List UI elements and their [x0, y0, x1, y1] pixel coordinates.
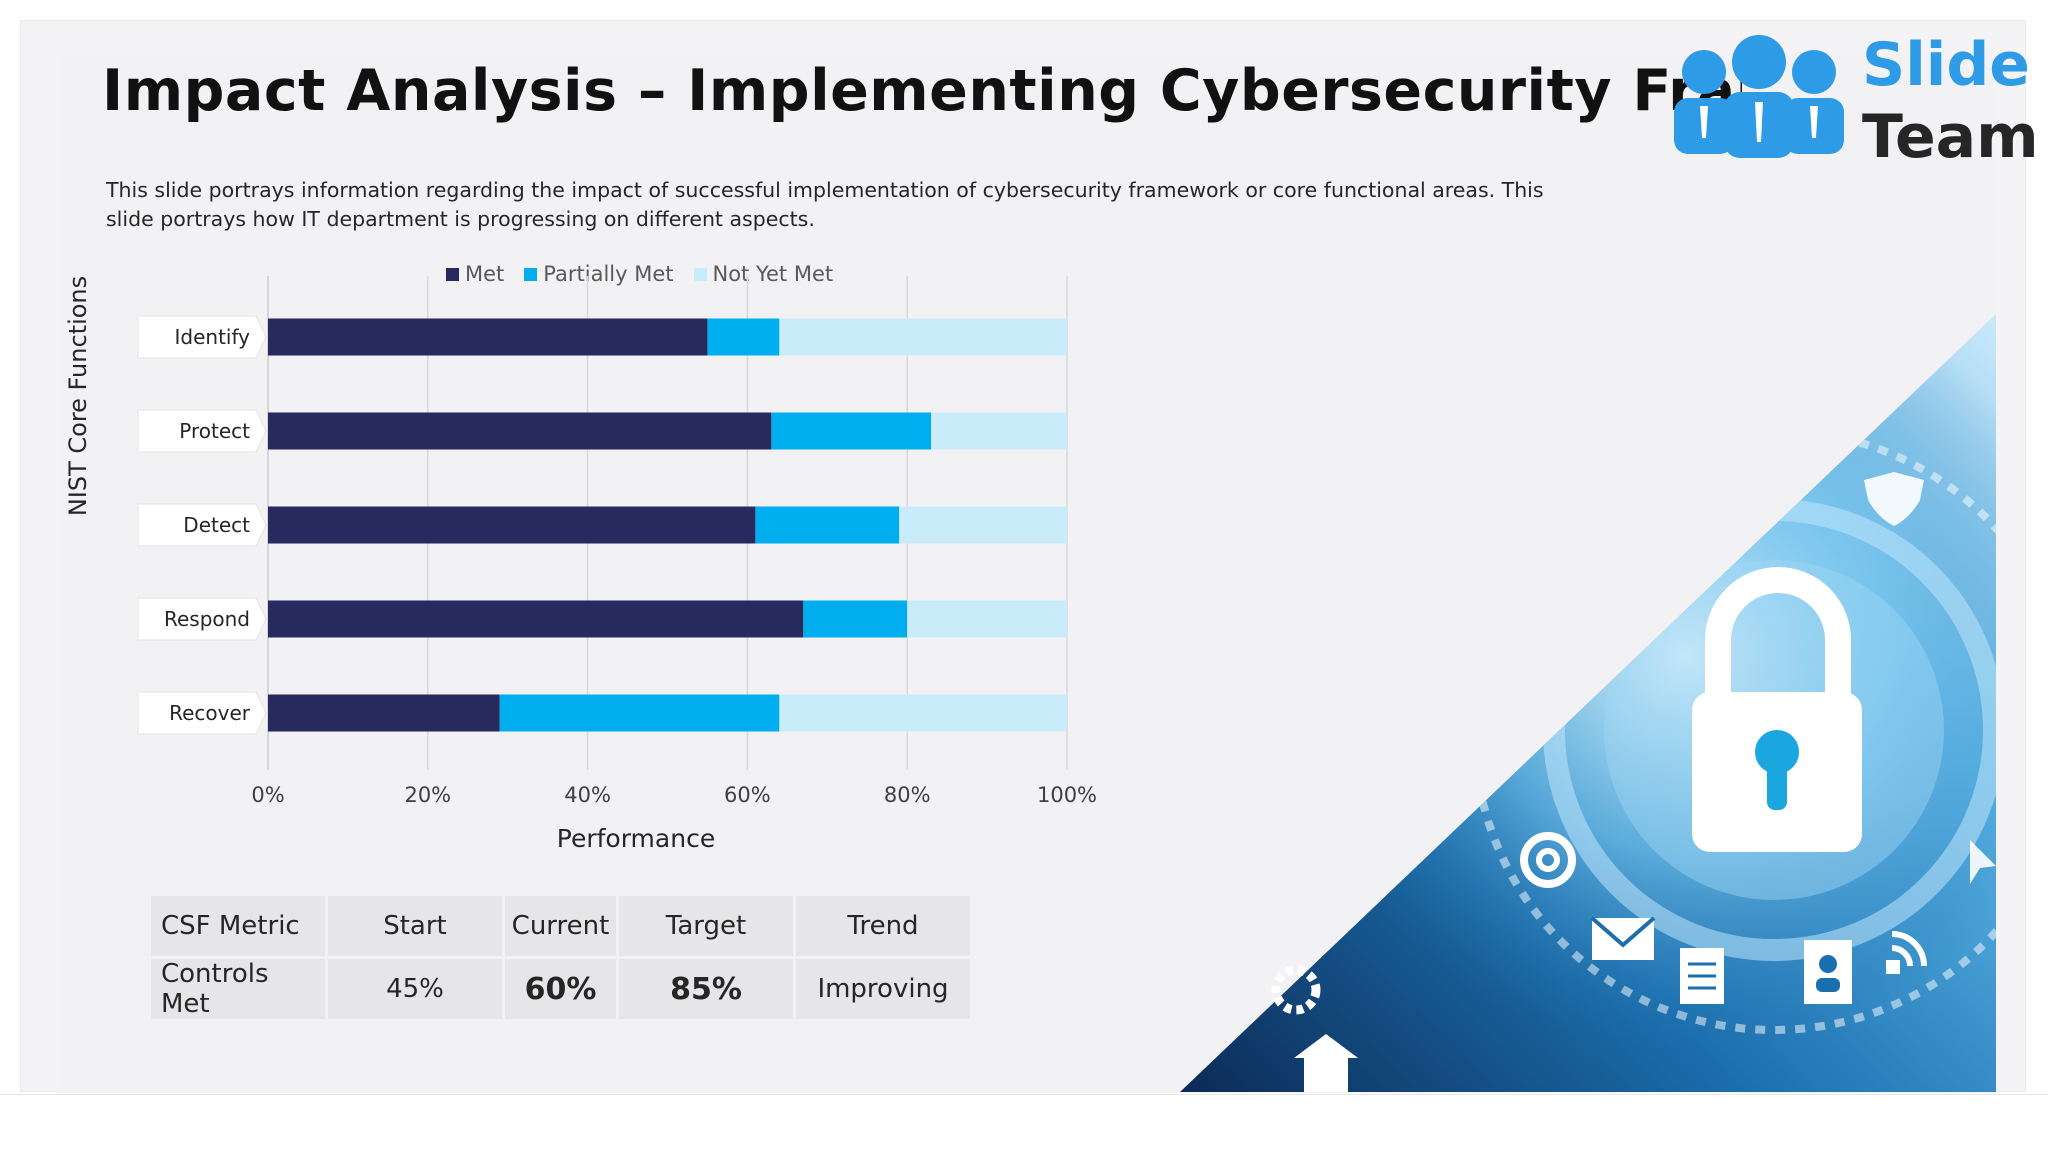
y-tick-label: Recover [169, 701, 251, 725]
bar-met [268, 600, 804, 638]
legend-item-met: Met [446, 260, 504, 288]
bar-met [268, 694, 500, 732]
x-tick-label: 40% [564, 783, 611, 807]
y-tick-label: Respond [164, 607, 250, 631]
cybersecurity-lock-photo [1180, 314, 1996, 1092]
wifi-signal-icon [1886, 931, 1927, 974]
cursor-icon [1970, 840, 1996, 884]
page-title: Impact Analysis – Implementing Cybersecu… [102, 58, 1742, 124]
bar-partially-met [499, 694, 780, 732]
table-header-cell: Current [505, 896, 616, 956]
table-cell-current: 60% [505, 959, 616, 1019]
category-label-tab [137, 315, 267, 359]
table-header-cell: CSF Metric [151, 896, 325, 956]
x-tick-label: 100% [1037, 783, 1097, 807]
envelope-icon [1590, 916, 1656, 960]
x-tick-label: 60% [724, 783, 771, 807]
bar-not-yet-met [931, 412, 1067, 450]
table-cell-start: 45% [328, 959, 502, 1019]
x-axis-title: Performance [556, 824, 716, 853]
csf-metric-table: CSF Metric Start Current Target Trend Co… [148, 893, 973, 1022]
y-axis-title: NIST Core Functions [64, 275, 92, 517]
x-tick-label: 0% [251, 783, 284, 807]
bar-not-yet-met [779, 318, 1067, 356]
table-header-row: CSF Metric Start Current Target Trend [151, 896, 970, 956]
bar-partially-met [707, 318, 780, 356]
logo-word-slide: Slide [1862, 30, 2030, 100]
legend-swatch-met [446, 267, 459, 281]
at-sign-icon [1520, 832, 1576, 888]
bar-met [268, 318, 708, 356]
stacked-bar-chart: 0% 20% 40% 60% 80% 100% Identify Protect Detect R… [137, 276, 1097, 807]
bar-not-yet-met [899, 506, 1067, 544]
table-cell-target: 85% [619, 959, 793, 1019]
bar-not-yet-met [907, 600, 1067, 638]
y-tick-label: Detect [183, 513, 250, 537]
slideteam-logo: Slide Team [1660, 26, 2039, 172]
bar-partially-met [755, 506, 900, 544]
bar-partially-met [771, 412, 932, 450]
contact-card-icon [1804, 940, 1852, 1004]
legend-swatch-not-yet-met [693, 267, 707, 281]
table-header-cell: Trend [796, 896, 970, 956]
chart-legend: Met Partially Met Not Yet Met [446, 260, 833, 288]
table-header-cell: Target [619, 896, 793, 956]
gear-icon [1271, 965, 1321, 1015]
shield-icon [1864, 472, 1924, 526]
padlock-icon [1692, 567, 1862, 852]
y-tick-label: Identify [175, 325, 251, 349]
legend-label-not-yet-met: Not Yet Met [712, 262, 834, 286]
category-label-tab [137, 503, 267, 547]
bar-partially-met [803, 600, 908, 638]
legend-label-met: Met [465, 262, 505, 286]
logo-word-team: Team [1862, 102, 2039, 172]
table-header-cell: Start [328, 896, 502, 956]
x-tick-label: 20% [404, 783, 451, 807]
bar-met [268, 412, 772, 450]
table-cell-metric: Controls Met [151, 959, 325, 1019]
house-icon [1294, 1034, 1358, 1092]
legend-item-partially-met: Partially Met [524, 260, 674, 288]
legend-item-not-yet-met: Not Yet Met [693, 260, 834, 288]
x-tick-label: 80% [884, 783, 931, 807]
table-row: Controls Met 45% 60% 85% Improving [151, 959, 970, 1019]
category-label-tab [137, 691, 267, 735]
slide-description: This slide portrays information regardin… [106, 178, 1544, 231]
legend-swatch-partially-met [524, 267, 538, 281]
table-cell-trend: Improving [796, 959, 970, 1019]
bar-met [268, 506, 756, 544]
team-people-icon [1674, 35, 1844, 158]
legend-label-partially-met: Partially Met [543, 262, 674, 286]
category-label-tab [137, 409, 267, 453]
document-icon [1680, 948, 1724, 1004]
slide-bottom-margin [0, 1094, 2048, 1152]
bar-not-yet-met [779, 694, 1067, 732]
category-label-tab [137, 597, 267, 641]
y-tick-label: Protect [179, 419, 250, 443]
